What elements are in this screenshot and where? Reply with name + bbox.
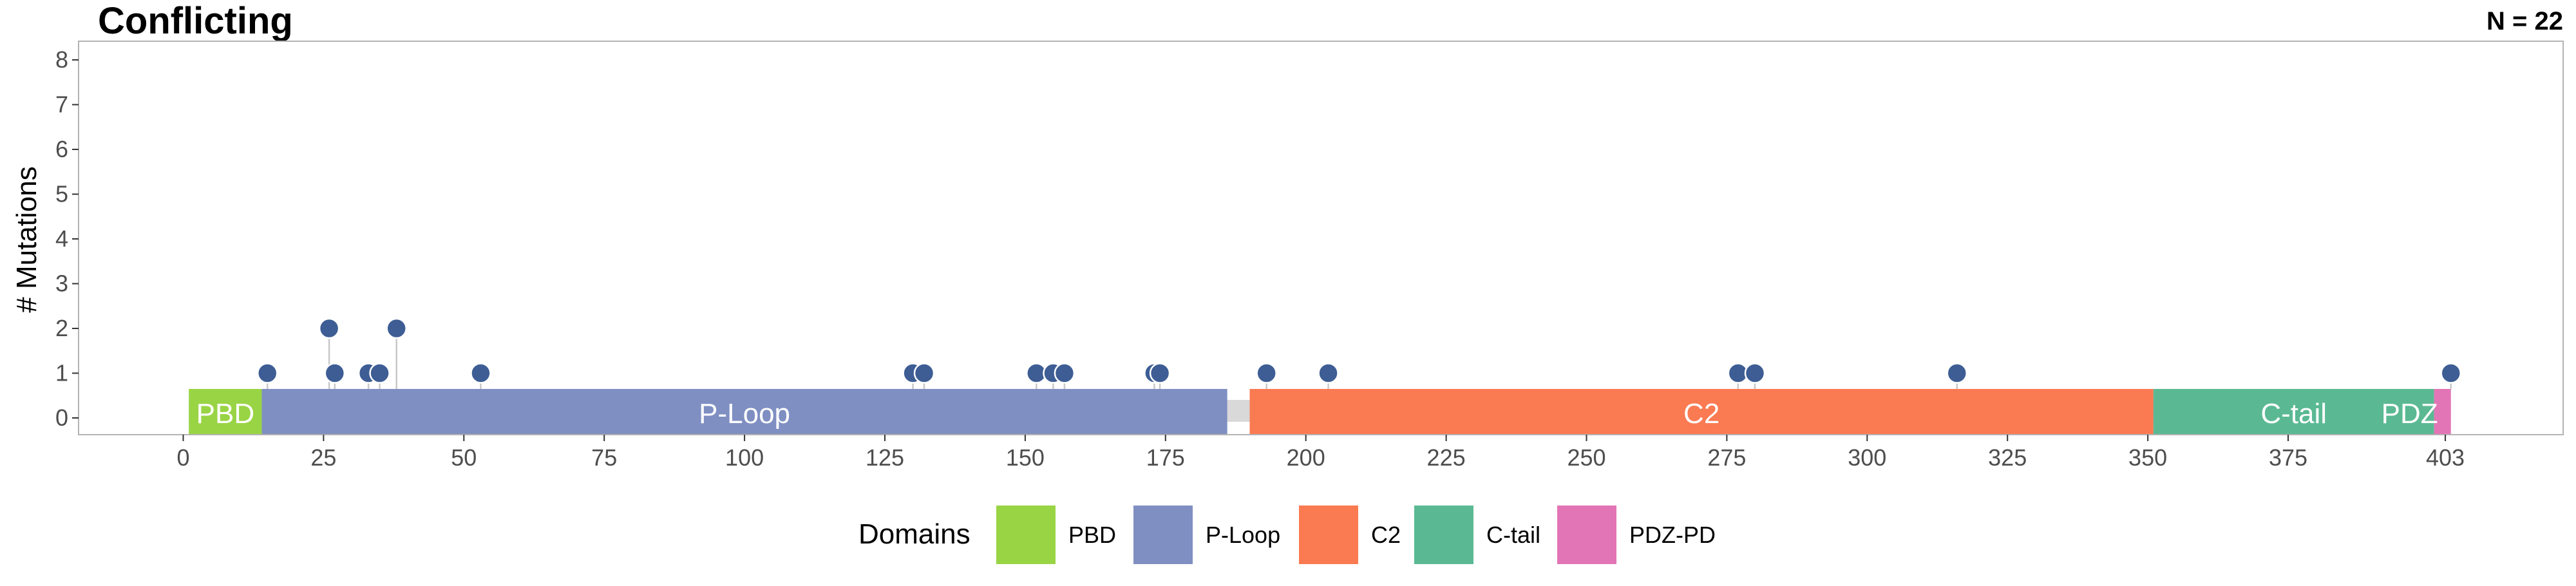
mutation-point [369,363,390,384]
domain-p-loop [261,389,1227,434]
legend-swatch [1414,506,1473,564]
legend-label: P-Loop [1206,522,1280,548]
x-tick-label: 403 [2426,444,2465,471]
domain-label: PDZ [2382,398,2438,430]
plot-panel [78,41,2564,435]
mutation-point [324,363,346,384]
y-tick-label: 0 [55,404,68,431]
y-tick-label: 8 [55,46,68,73]
domain-pbd [189,389,262,434]
x-tick-label: 250 [1567,444,1605,471]
x-tick-label: 275 [1707,444,1746,471]
mutation-points [256,317,2462,384]
y-tick-label: 5 [55,181,68,207]
x-tick-label: 350 [2128,444,2167,471]
mutation-point [1054,363,1075,384]
mutation-point [1256,363,1277,384]
domain-label: C2 [1683,398,1719,430]
mutation-point [1744,363,1766,384]
legend-title: Domains [858,518,971,550]
x-tick-label: 325 [1988,444,2027,471]
mutation-point [1318,363,1339,384]
domain-track: PBD P-Loop C2 C-tail PDZ [189,389,2451,434]
domain-c2 [1249,389,2154,434]
domain-c-tail [2153,389,2434,434]
x-tick-label: 300 [1848,444,1886,471]
x-tick-label: 375 [2269,444,2307,471]
legend-label: C2 [1371,522,1401,548]
y-tick-label: 7 [55,91,68,118]
domain-legend: Domains PBD P-Loop C2 C-tail PDZ-PD [858,506,1716,564]
y-axis: 0 1 2 3 4 5 6 7 8 [55,46,79,431]
legend-swatch [1299,506,1358,564]
x-tick-label: 200 [1287,444,1325,471]
domain-label: P-Loop [699,398,790,430]
mutation-point [256,363,278,384]
legend-swatch [996,506,1056,564]
y-tick-label: 1 [55,360,68,386]
legend-label: PBD [1068,522,1116,548]
legend-label: PDZ-PD [1629,522,1716,548]
x-tick-label: 175 [1146,444,1185,471]
domain-label: PBD [196,398,254,430]
chart-title: Conflicting [98,0,293,42]
y-tick-label: 3 [55,270,68,297]
domain-label: C-tail [2260,398,2327,430]
x-tick-label: 50 [451,444,477,471]
x-axis: 0 25 50 75 100 125 150 175 200 225 250 275 300 325 350… [176,435,2465,471]
legend-swatch [1557,506,1616,564]
x-tick-label: 125 [866,444,904,471]
lollipop-stems [266,328,2452,389]
legend-swatch [1133,506,1193,564]
y-tick-label: 2 [55,315,68,341]
y-tick-label: 6 [55,136,68,162]
x-tick-label: 75 [591,444,617,471]
x-tick-label: 0 [176,444,189,471]
x-tick-label: 225 [1427,444,1466,471]
x-tick-label: 25 [310,444,336,471]
x-tick-label: 100 [725,444,764,471]
mutation-point [913,363,935,384]
x-tick-label: 150 [1006,444,1045,471]
mutation-point [386,317,407,339]
y-axis-label: # Mutations [11,166,43,312]
legend-items: PBD P-Loop C2 C-tail PDZ-PD [996,506,1716,564]
sample-count-label: N = 22 [2486,7,2563,35]
mutation-point [470,363,491,384]
y-tick-label: 4 [55,225,68,252]
mutation-point [1149,363,1171,384]
mutation-point [2440,363,2462,384]
mutation-point [1946,363,1968,384]
legend-label: C-tail [1486,522,1540,548]
mutation-point [318,317,340,339]
domain-pdz-pd [2434,389,2451,434]
